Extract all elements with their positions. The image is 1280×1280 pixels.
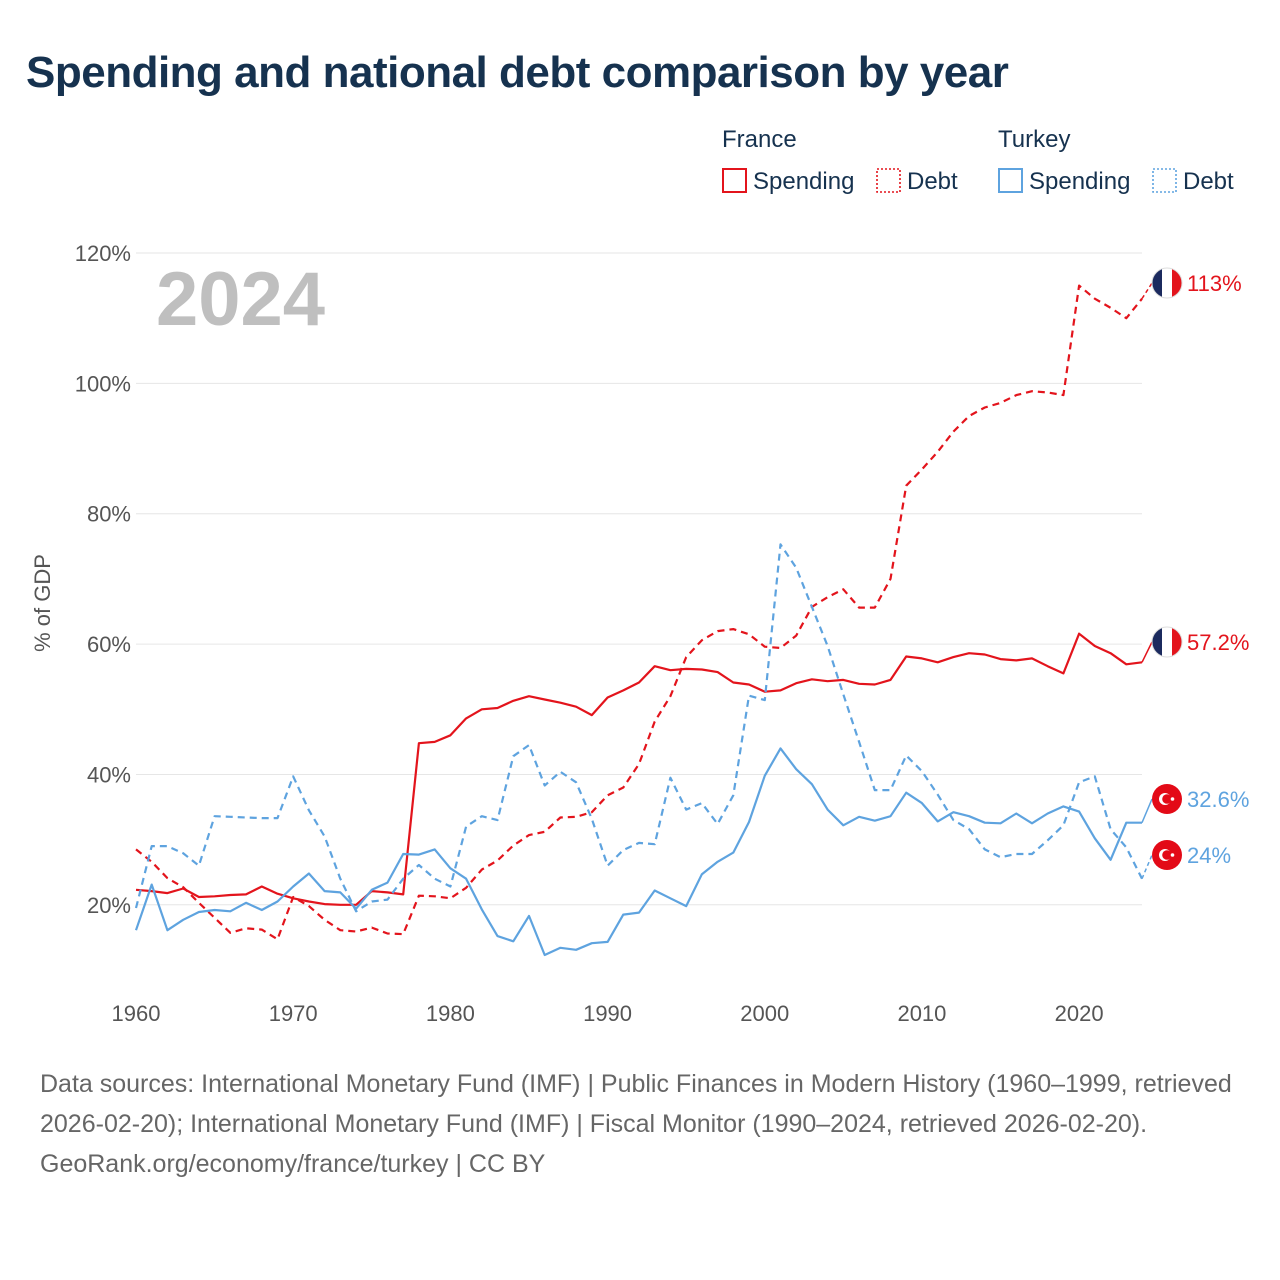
y-tick-label: 80% bbox=[87, 502, 131, 527]
series-line-turkey-debt[interactable] bbox=[134, 543, 1143, 913]
x-tick-label: 1970 bbox=[269, 1001, 318, 1026]
line-chart: 20% 40% 60% 80% 100% 120% 1960 1970 1980 1990 2000… bbox=[30, 126, 1249, 1026]
legend-item-france-debt[interactable]: Debt bbox=[907, 168, 958, 195]
end-connector bbox=[1141, 641, 1153, 663]
legend-swatch-france-debt[interactable] bbox=[876, 168, 901, 193]
y-tick-label: 120% bbox=[75, 241, 131, 266]
france-flag-icon bbox=[1151, 267, 1183, 299]
legend-swatch-turkey-spending[interactable] bbox=[998, 168, 1023, 193]
legend-item-france-spending[interactable]: Spending bbox=[753, 168, 854, 195]
footer: Data sources: International Monetary Fun… bbox=[40, 1064, 1240, 1184]
legend-item-turkey-debt[interactable]: Debt bbox=[1183, 168, 1234, 195]
turkey-flag-icon bbox=[1152, 840, 1182, 870]
y-tick-label: 20% bbox=[87, 893, 131, 918]
series-line-turkey-spending[interactable] bbox=[134, 747, 1142, 957]
end-connector bbox=[1141, 798, 1153, 823]
turkey-flag-icon bbox=[1152, 784, 1182, 814]
x-tick-label: 1980 bbox=[426, 1001, 475, 1026]
legend-group-france: France bbox=[722, 126, 797, 153]
y-tick-label: 100% bbox=[75, 371, 131, 396]
credit-line[interactable]: GeoRank.org/economy/france/turkey | CC B… bbox=[40, 1150, 546, 1178]
y-tick-label: 60% bbox=[87, 632, 131, 657]
x-tick-label: 2020 bbox=[1055, 1001, 1104, 1026]
legend-swatch-france-spending[interactable] bbox=[722, 168, 747, 193]
chart-title: Spending and national debt comparison by… bbox=[26, 48, 1009, 97]
end-value-label: 24% bbox=[1187, 843, 1231, 868]
legend-group-turkey: Turkey bbox=[998, 126, 1070, 153]
series-line-france-spending[interactable] bbox=[135, 632, 1143, 906]
end-value-label: 57.2% bbox=[1187, 630, 1249, 655]
year-watermark: 2024 bbox=[156, 257, 325, 342]
y-tick-label: 40% bbox=[87, 762, 131, 787]
end-value-label: 113% bbox=[1187, 271, 1242, 296]
x-tick-label: 1990 bbox=[583, 1001, 632, 1026]
x-tick-label: 1960 bbox=[112, 1001, 161, 1026]
y-axis-label: % of GDP bbox=[30, 554, 55, 652]
end-connector bbox=[1141, 282, 1153, 300]
end-value-label: 32.6% bbox=[1187, 787, 1249, 812]
france-flag-icon bbox=[1151, 626, 1183, 658]
x-tick-label: 2010 bbox=[897, 1001, 946, 1026]
legend-swatch-turkey-debt[interactable] bbox=[1152, 168, 1177, 193]
data-sources-note: Data sources: International Monetary Fun… bbox=[40, 1070, 1232, 1138]
series-line-france-debt[interactable] bbox=[135, 284, 1143, 941]
end-connector bbox=[1141, 854, 1153, 880]
x-tick-label: 2000 bbox=[740, 1001, 789, 1026]
legend-item-turkey-spending[interactable]: Spending bbox=[1029, 168, 1130, 195]
